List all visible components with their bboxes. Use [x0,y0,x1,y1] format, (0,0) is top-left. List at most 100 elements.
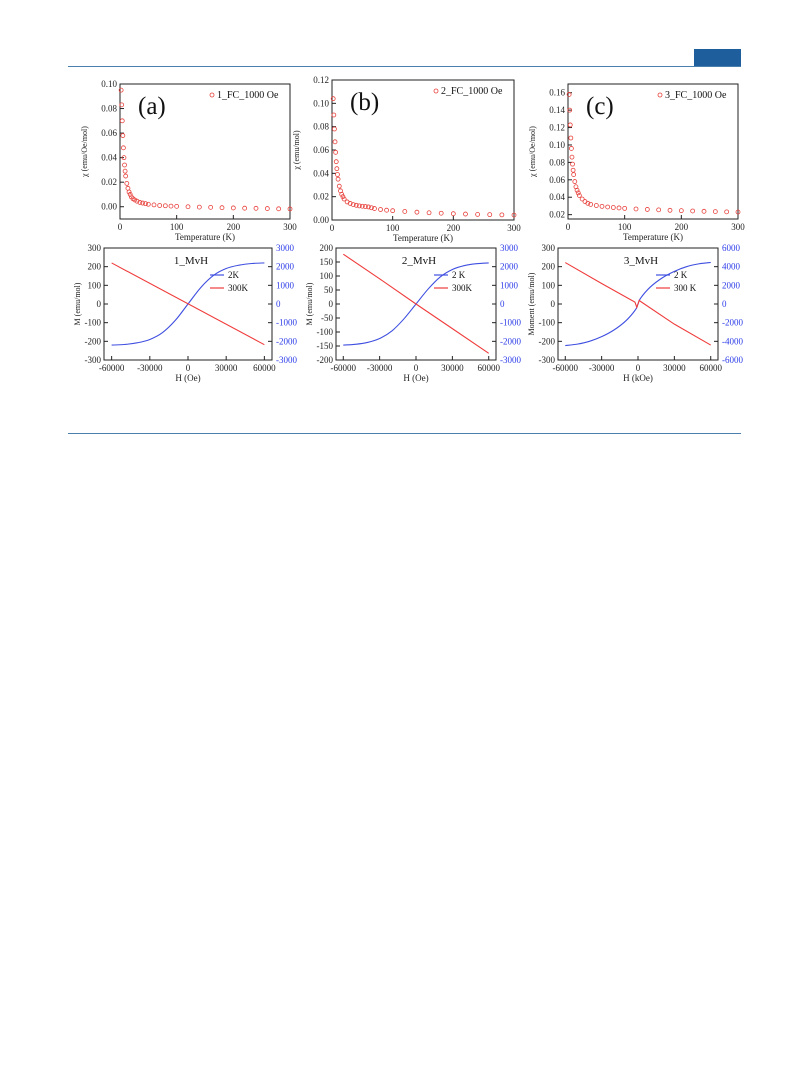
data-point [120,133,126,138]
data-point [585,200,591,206]
data-point [334,166,340,172]
y-tick-label: 200 [320,243,334,253]
data-point [137,200,143,205]
data-point [335,176,341,182]
data-point [330,96,336,102]
data-point [123,173,129,179]
y-tick-label: 0.08 [549,157,565,167]
data-point [463,211,468,217]
right-y-tick-label: 4000 [722,262,741,272]
data-point [378,207,383,212]
legend-label: 300K [228,283,249,293]
y-tick-label: 0.04 [549,192,565,202]
x-tick-label: 60000 [477,363,500,373]
data-point [353,202,359,208]
data-point [162,203,168,209]
data-point [678,208,684,214]
y-tick-label: 0.06 [313,145,329,155]
right-y-tick-label: 3000 [276,243,295,253]
x-tick-label: -60000 [553,363,579,373]
legend-label: 300 K [674,283,697,293]
data-point [242,205,248,211]
data-point [134,198,140,204]
x-tick-label: 300 [731,222,745,232]
y-axis-label: M (emu/mol) [73,282,82,325]
x-tick-label: 30000 [441,363,464,373]
right-y-tick-label: -4000 [722,336,743,346]
data-point [341,196,347,202]
data-point [174,203,180,209]
data-point [633,206,639,212]
y-tick-label: -100 [317,327,334,337]
chart-panel-3-mvh: -60000 -30000 0 30000 60000-300-200-10001002… [527,243,743,383]
y-tick-label: 300 [542,243,556,253]
y-tick-label: -300 [539,355,556,365]
data-point [712,209,718,214]
x-tick-label: 200 [447,223,461,233]
data-point [570,167,576,173]
chart-title: 2_MvH [402,255,436,267]
data-point [339,191,345,197]
x-tick-label: 0 [118,222,123,232]
x-tick-label: -60000 [331,363,357,373]
data-point [287,206,293,212]
x-tick-label: 300 [507,223,521,233]
data-point [667,207,673,213]
x-tick-label: 200 [227,222,241,232]
data-point [588,201,594,207]
data-point [127,192,133,197]
right-y-tick-label: 2000 [276,262,295,272]
data-point [426,210,432,216]
y-tick-label: 0.06 [101,128,117,138]
x-tick-label: -30000 [589,363,615,373]
data-point [567,122,573,128]
y-tick-label: 0.12 [549,123,565,133]
data-point [366,204,371,210]
right-y-tick-label: -3000 [500,355,521,365]
data-point [568,135,574,141]
x-tick-label: 30000 [215,363,238,373]
y-tick-label: -300 [85,355,102,365]
series-line [564,262,712,346]
data-point [579,196,585,202]
data-point [126,189,132,195]
y-tick-label: -200 [539,336,556,346]
data-point [264,206,270,211]
x-axis-label: H (Oe) [403,373,428,383]
data-point [333,159,339,165]
y-tick-label: 0 [97,299,102,309]
data-point [332,126,337,132]
y-tick-label: 0 [551,299,556,309]
data-point [569,154,575,160]
data-point [369,205,374,211]
data-point [208,204,214,210]
header-rule [68,66,741,67]
data-point [450,211,456,217]
data-point [569,146,574,151]
y-tick-label: -150 [317,341,334,351]
x-axis-label: Temperature (K) [393,233,453,243]
x-tick-label: 0 [566,222,571,232]
plot-frame [119,83,291,220]
data-point [414,209,420,215]
right-y-tick-label: 0 [276,299,281,309]
x-axis-label: H (kOe) [623,373,653,383]
data-point [610,205,616,210]
data-point [356,203,362,209]
y-tick-label: 200 [88,262,102,272]
x-tick-label: 30000 [663,363,686,373]
data-point [119,118,125,124]
y-tick-label: 0.08 [313,122,329,132]
y-tick-label: -50 [321,313,333,323]
chart-panel-c: 0 100 200 300 0.02 0.04 0.06 0.08 0.10 0.12 0.14 0.… [528,83,745,242]
panel-label: (b) [350,89,379,116]
y-axis-label: Moment (emu/mol) [527,272,536,335]
right-y-tick-label: 0 [722,299,727,309]
chart-panel-2-mvh: -60000 -30000 0 30000 60000-200-150-100-5005… [305,243,521,383]
chart-title: 3_MvH [624,255,658,267]
y-tick-label: 0.12 [313,75,329,85]
data-point [735,209,741,215]
data-point [331,112,337,118]
legend-label: 2_FC_1000 Oe [441,86,503,97]
chart-title: 1_MvH [174,255,208,267]
